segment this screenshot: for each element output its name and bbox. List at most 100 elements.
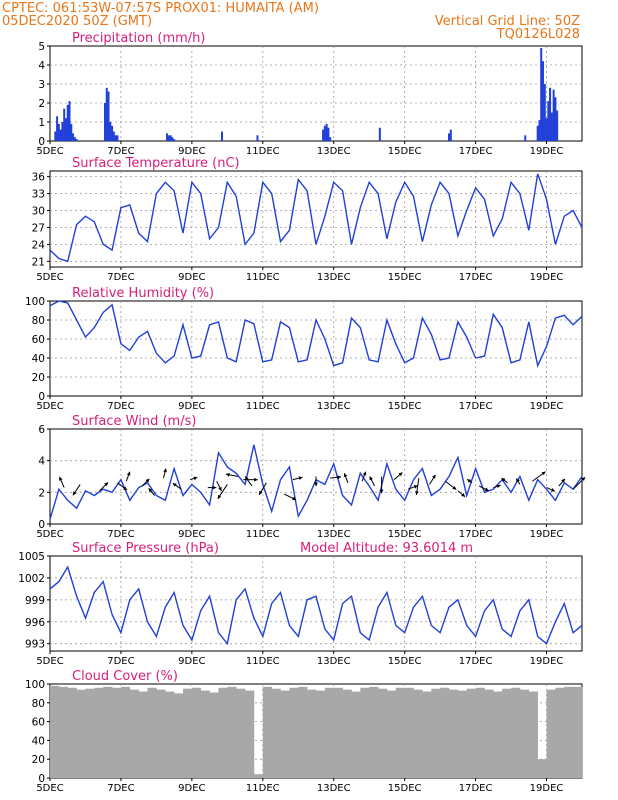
xtick-label-precip: 19DEC (530, 146, 564, 157)
cloud-bar (449, 689, 459, 778)
cloud-bar (404, 687, 414, 778)
cloud-bar (165, 691, 175, 778)
cloud-bar (555, 687, 565, 778)
ytick-label-wind: 2 (38, 487, 45, 499)
cloud-bar (351, 691, 361, 778)
precip-bar (541, 61, 544, 142)
cloud-bar (156, 689, 166, 778)
header-station: CPTEC: 061:53W-07:57S PROX01: HUMAITA (A… (2, 1, 319, 16)
ytick-label-precip: 2 (38, 98, 45, 110)
ytick-label-precip: 0 (38, 136, 45, 148)
ytick-label-rh: 100 (25, 296, 45, 308)
wind-vector-head (59, 476, 63, 481)
cloud-bar (333, 687, 343, 778)
cloud-bar (395, 687, 405, 778)
panel-title-wind: Surface Wind (m/s) (72, 414, 196, 429)
panel-title-temp: Surface Temperature (nC) (72, 156, 240, 171)
ytick-label-precip: 5 (38, 41, 45, 53)
wind-vector-head (254, 477, 258, 482)
ytick-label-pres: 999 (25, 595, 45, 607)
header-grid-note: Vertical Grid Line: 50Z (435, 14, 580, 29)
precip-bar (556, 110, 559, 141)
cloud-bar (289, 687, 299, 778)
precip-bar (325, 123, 328, 141)
ytick-label-cloud: 100 (25, 679, 45, 691)
cloud-bar (245, 690, 255, 778)
xtick-label-cloud: 17DEC (459, 783, 493, 794)
precip-bar (57, 123, 60, 141)
wind-vector-head (551, 488, 555, 492)
cloud-bar (316, 690, 326, 778)
xtick-label-pres: 9DEC (178, 656, 205, 667)
wind-vector-head (259, 490, 263, 495)
xtick-label-temp: 7DEC (107, 272, 134, 283)
xtick-label-wind: 13DEC (317, 529, 351, 540)
header-model-id: TQ0126L028 (496, 27, 580, 42)
wind-vector-head (362, 471, 367, 476)
xtick-label-precip: 5DEC (36, 146, 63, 157)
xtick-label-precip: 7DEC (107, 146, 134, 157)
cloud-bar (573, 686, 583, 778)
precip-bar (329, 137, 332, 141)
cloud-bar (129, 689, 139, 778)
ytick-label-temp: 30 (32, 206, 45, 218)
precip-bar (107, 91, 110, 141)
wind-vector-head (432, 474, 436, 479)
cloud-bar (236, 688, 246, 778)
precip-bar (550, 112, 553, 141)
cloud-bar (324, 687, 335, 778)
cloud-bar (209, 692, 219, 778)
cloud-bar (103, 686, 113, 778)
xtick-label-precip: 9DEC (178, 146, 205, 157)
cloud-bar (546, 689, 556, 778)
xtick-label-pres: 13DEC (317, 656, 351, 667)
xtick-label-rh: 13DEC (317, 401, 351, 412)
precip-bar (448, 133, 450, 141)
xtick-label-pres: 19DEC (530, 656, 564, 667)
wind-vector-head (314, 482, 318, 487)
wind-vector-head (337, 475, 341, 480)
xtick-label-temp: 13DEC (317, 272, 351, 283)
xtick-label-wind: 17DEC (459, 529, 493, 540)
precip-bar (72, 133, 75, 141)
cloud-bar (112, 687, 122, 778)
precip-bar (256, 135, 259, 141)
ytick-label-pres: 993 (25, 639, 45, 651)
cloud-bar (227, 686, 237, 778)
series-line-rh (49, 300, 583, 368)
cloud-bar (422, 691, 432, 778)
cloud-bar (537, 759, 547, 778)
panel-extra-pres: Model Altitude: 93.6014 m (300, 541, 473, 556)
cloud-bar (76, 689, 86, 778)
cloud-bar (378, 688, 388, 778)
cloud-bar (200, 690, 210, 778)
xtick-label-precip: 11DEC (246, 146, 280, 157)
cloud-bar (528, 691, 538, 778)
precip-bar (166, 133, 169, 141)
xtick-label-rh: 17DEC (459, 401, 493, 412)
ytick-label-wind: 6 (38, 424, 45, 436)
wind-vector-head (245, 476, 249, 481)
precip-bar (543, 84, 546, 141)
xtick-label-wind: 7DEC (107, 529, 134, 540)
wind-vector-head (104, 482, 109, 487)
xtick-label-precip: 17DEC (459, 146, 493, 157)
cloud-bar (174, 693, 184, 778)
ytick-label-cloud: 60 (32, 717, 45, 729)
wind-vector-head (218, 486, 222, 491)
precip-bar (112, 131, 115, 141)
cloud-bar (50, 685, 60, 778)
precip-bar (221, 131, 224, 141)
cloud-bar (191, 687, 202, 778)
wind-vector-head (379, 489, 384, 494)
cloud-bar (271, 688, 281, 778)
ytick-label-cloud: 20 (32, 754, 45, 766)
cloud-bar (253, 774, 264, 778)
cloud-bar (511, 687, 521, 778)
precip-bar (114, 135, 117, 141)
xtick-label-wind: 19DEC (530, 529, 564, 540)
ytick-label-temp: 21 (32, 256, 45, 268)
xtick-label-precip: 15DEC (388, 146, 422, 157)
precip-bar (116, 135, 119, 141)
ytick-label-precip: 4 (38, 60, 45, 72)
